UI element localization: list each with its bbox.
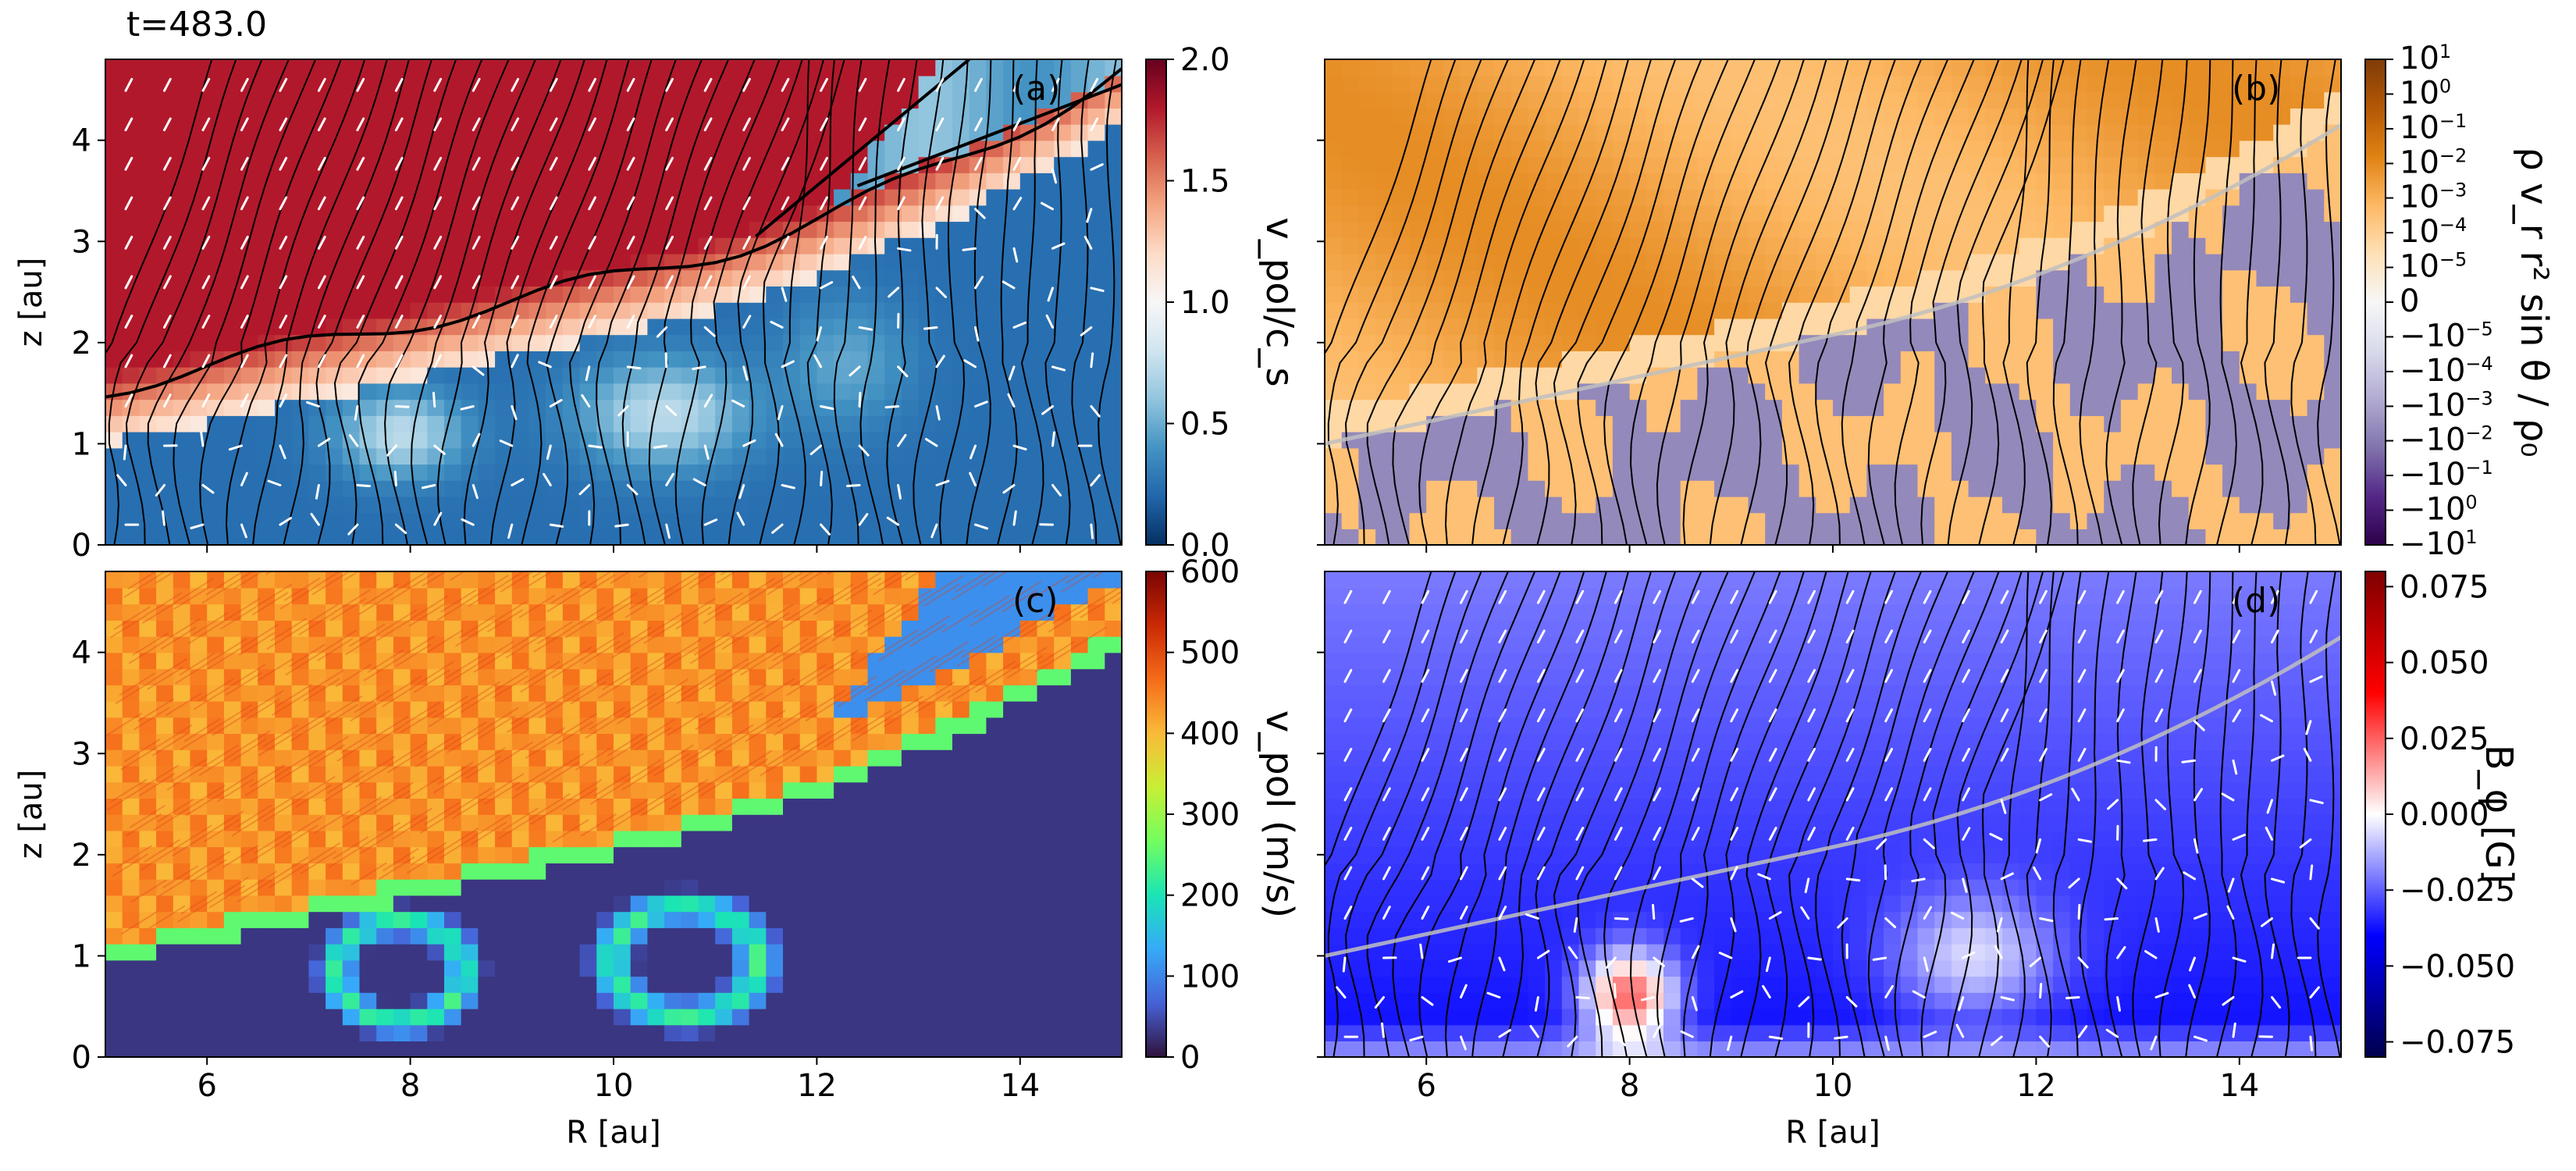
y-tick-label-a-1: 1 <box>72 426 91 462</box>
field-lines-d <box>1325 571 2341 1057</box>
cbar-tick-label-c-5: 500 <box>1180 635 1240 671</box>
x-tick-label-c-1: 8 <box>400 1068 420 1104</box>
x-axis-label-c: R [au] <box>566 1115 661 1151</box>
cbar-tick-label-a-3: 1.5 <box>1180 164 1230 200</box>
cbar-tick-label-d-0: 0.075 <box>2400 569 2489 605</box>
cbar-tick-label-d-6: −0.075 <box>2400 1025 2515 1061</box>
colorbar-d: 0.075 0.050 0.025 0.000 −0.025 −0.050 −0.075 B_… <box>2364 569 2521 1061</box>
colorbar-bar-b <box>2364 59 2386 546</box>
cbar-tick-label-b-10: −10−3 <box>2400 387 2493 423</box>
panel-label-b: (b) <box>2232 69 2280 109</box>
cbar-tick-label-d-4: −0.025 <box>2400 873 2515 909</box>
colorbar-label-b: ρ v_r r² sin θ / ρ₀ <box>2512 147 2556 457</box>
cbar-tick-label-d-3: 0.000 <box>2400 797 2489 833</box>
colorbar-a: 0.0 0.5 1.0 1.5 2.0 v_pol/c_s <box>1145 42 1301 564</box>
cbar-tick-label-b-3: 10−2 <box>2400 144 2467 180</box>
cbar-tick-label-b-2: 10−1 <box>2400 110 2467 146</box>
cbar-tick-label-c-4: 400 <box>1180 716 1240 752</box>
colorbar-bar-d <box>2364 571 2386 1058</box>
y-tick-label-a-0: 0 <box>72 528 91 564</box>
cbar-tick-label-b-11: −10−2 <box>2400 422 2493 458</box>
wedge-contour <box>755 59 1122 238</box>
velocity-arrows-a <box>116 77 1105 539</box>
cbar-tick-label-c-0: 0 <box>1180 1040 1200 1076</box>
field-lines-a <box>105 59 1122 545</box>
cbar-tick-label-b-0: 101 <box>2400 41 2451 77</box>
cbar-tick-label-b-8: −10−5 <box>2400 318 2493 354</box>
wind-base-contour <box>1325 123 2341 446</box>
cbar-tick-label-c-6: 600 <box>1180 554 1240 590</box>
sonic-contour <box>105 67 1122 399</box>
cbar-tick-label-b-1: 100 <box>2400 75 2451 111</box>
cbar-tick-label-b-12: −10−1 <box>2400 457 2493 493</box>
y-tick-label-c-4: 4 <box>72 635 91 671</box>
cbar-tick-label-b-7: 0 <box>2400 283 2419 319</box>
velocity-arrows-d <box>1336 589 2324 1052</box>
x-axis-label-d: R [au] <box>1785 1115 1880 1151</box>
cbar-tick-label-d-1: 0.050 <box>2400 646 2489 682</box>
y-tick-label-c-0: 0 <box>72 1040 91 1076</box>
panel-a: (a) 0 1 2 3 4 z [au] 0.0 0.5 1.0 1.5 2.0 v_pol/c_s <box>13 42 1301 564</box>
cbar-tick-label-c-3: 300 <box>1180 797 1240 833</box>
cbar-tick-label-c-2: 200 <box>1180 878 1240 914</box>
colorbar-label-a: v_pol/c_s <box>1258 217 1301 386</box>
heatmap-b <box>1325 59 2341 545</box>
panel-b: (b) 10110010−110−210−310−410−50−10−5−10−4… <box>1317 41 2556 562</box>
x-tick-label-d-3: 12 <box>2016 1068 2056 1104</box>
cbar-tick-label-b-13: −100 <box>2400 492 2478 528</box>
y-tick-label-c-1: 1 <box>72 938 91 974</box>
x-tick-label-c-2: 10 <box>594 1068 634 1104</box>
panel-label-d: (d) <box>2232 581 2280 621</box>
cbar-tick-label-b-9: −10−4 <box>2400 353 2493 389</box>
cbar-tick-label-a-1: 0.5 <box>1180 407 1230 443</box>
x-tick-label-d-4: 14 <box>2219 1068 2259 1104</box>
x-tick-label-c-3: 12 <box>797 1068 837 1104</box>
cbar-tick-label-b-4: 10−3 <box>2400 180 2467 215</box>
colorbar-c: 0 100 200 300 400 500 600 v_pol (m/s) <box>1145 554 1301 1076</box>
colorbar-b: 10110010−110−210−310−410−50−10−5−10−4−10… <box>2364 41 2556 562</box>
cbar-tick-label-a-0: 0.0 <box>1180 528 1230 564</box>
x-tick-label-c-4: 14 <box>1000 1068 1040 1104</box>
heatmap-a <box>105 59 1122 545</box>
panel-d: (d) 6 8 10 12 14 R [au] 0.075 0.050 0.025 0.000 −0.… <box>1317 569 2521 1151</box>
cbar-tick-label-b-6: 10−5 <box>2400 249 2467 285</box>
field-lines-b <box>1325 59 2341 545</box>
x-tick-label-d-1: 8 <box>1620 1068 1639 1104</box>
x-tick-label-d-0: 6 <box>1416 1068 1436 1104</box>
time-label: t=483.0 <box>126 5 267 44</box>
panel-label-a: (a) <box>1012 69 1060 109</box>
cbar-tick-label-b-5: 10−4 <box>2400 214 2467 250</box>
y-tick-label-c-2: 2 <box>72 838 91 874</box>
wind-base-contour <box>1325 635 2341 958</box>
cbar-tick-label-c-1: 100 <box>1180 959 1240 995</box>
cbar-tick-label-a-4: 2.0 <box>1180 42 1230 78</box>
lic-streaks <box>105 571 1122 935</box>
x-tick-label-c-0: 6 <box>197 1068 216 1104</box>
y-tick-label-a-3: 3 <box>72 224 91 260</box>
y-axis-label-c: z [au] <box>13 770 49 860</box>
cbar-tick-label-b-14: −101 <box>2400 526 2478 562</box>
y-tick-label-a-4: 4 <box>72 123 91 159</box>
colorbar-bar-a <box>1145 59 1167 546</box>
y-tick-label-c-3: 3 <box>72 736 91 772</box>
cbar-tick-label-d-5: −0.050 <box>2400 949 2515 984</box>
cbar-tick-label-a-2: 1.0 <box>1180 285 1230 321</box>
y-axis-label-a: z [au] <box>13 258 49 347</box>
heatmap-c <box>105 571 1122 1057</box>
x-tick-label-d-2: 10 <box>1813 1068 1853 1104</box>
y-tick-label-a-2: 2 <box>72 326 91 361</box>
colorbar-bar-c <box>1145 571 1167 1058</box>
cbar-tick-label-d-2: 0.025 <box>2400 721 2489 757</box>
colorbar-label-d: B_φ [G] <box>2477 745 2521 884</box>
panel-label-c: (c) <box>1012 581 1059 621</box>
colorbar-label-c: v_pol (m/s) <box>1258 710 1301 918</box>
